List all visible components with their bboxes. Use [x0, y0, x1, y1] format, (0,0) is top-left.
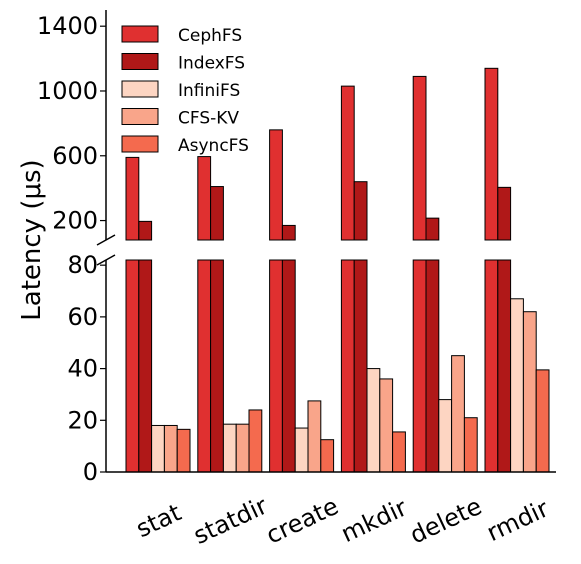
bar-infinifs-create	[294, 427, 309, 473]
legend-label-cfs-kv: CFS-KV	[178, 109, 239, 129]
legend-swatch-indexfs	[121, 53, 159, 70]
bar-cephfs-delete	[412, 259, 427, 473]
lower-y-tick-label: 20	[67, 406, 98, 434]
category-label-delete: delete	[406, 492, 486, 549]
bar-cfs-kv-stat	[163, 424, 178, 473]
category-label-statdir: statdir	[189, 492, 271, 550]
category-label-create: create	[262, 492, 343, 550]
legend-label-indexfs: IndexFS	[178, 54, 245, 74]
bar-cfs-kv-create	[307, 400, 322, 473]
bar-cephfs-statdir	[197, 259, 212, 473]
legend-label-infinifs: InfiniFS	[178, 81, 240, 101]
bar-indexfs-delete-upper	[425, 217, 440, 241]
bar-infinifs-statdir	[222, 423, 237, 473]
legend-swatch-asyncfs	[121, 135, 159, 153]
bar-cfs-kv-delete	[451, 355, 465, 473]
axes-layer	[96, 10, 556, 473]
bar-indexfs-mkdir-upper	[353, 181, 368, 241]
bar-asyncfs-stat	[176, 428, 191, 473]
lower-y-tick-label: 60	[67, 303, 98, 331]
category-label-stat: stat	[132, 498, 186, 543]
bar-cephfs-rmdir-upper	[484, 67, 499, 241]
bar-cephfs-mkdir-upper	[340, 85, 355, 241]
bar-cephfs-delete-upper	[412, 75, 427, 241]
legend-swatch-cephfs	[121, 25, 159, 43]
bar-cephfs-statdir-upper	[197, 156, 212, 241]
legend-swatch-cfs-kv	[121, 108, 159, 125]
bar-indexfs-create-upper	[281, 224, 296, 241]
bar-asyncfs-delete	[463, 417, 478, 473]
bar-cephfs-create	[269, 259, 283, 473]
bar-cephfs-rmdir	[484, 259, 499, 473]
upper-y-tick-label: 600	[52, 142, 98, 170]
bar-cephfs-stat-upper	[125, 156, 140, 241]
bar-indexfs-statdir	[210, 259, 224, 473]
ticks-layer: 200 600 1000 1400 0 20 40 60 80	[37, 12, 106, 486]
bars-layer	[125, 67, 550, 473]
category-label-mkdir: mkdir	[337, 493, 412, 548]
legend: CephFS IndexFS InfiniFS CFS-KV AsyncFS	[121, 25, 249, 156]
upper-y-tick-label: 200	[52, 207, 98, 235]
bar-cfs-kv-statdir	[235, 423, 250, 473]
lower-y-tick-label: 40	[67, 355, 98, 383]
bar-asyncfs-mkdir	[392, 431, 406, 473]
bar-cephfs-create-upper	[269, 129, 283, 241]
bar-cephfs-stat	[125, 259, 140, 473]
bar-infinifs-stat	[151, 424, 165, 473]
bar-indexfs-stat-upper	[138, 220, 153, 241]
legend-label-asyncfs: AsyncFS	[178, 136, 249, 156]
bar-asyncfs-rmdir	[535, 369, 550, 473]
bar-indexfs-delete	[425, 259, 440, 473]
lower-y-tick-label: 80	[67, 251, 98, 279]
bar-indexfs-rmdir	[497, 259, 512, 473]
bar-indexfs-rmdir-upper	[497, 186, 512, 241]
upper-y-tick-label: 1000	[37, 77, 98, 105]
legend-label-cephfs: CephFS	[178, 26, 242, 46]
axis-break-mark-lower	[96, 254, 116, 266]
bar-cfs-kv-rmdir	[522, 311, 537, 473]
axis-break-mark-upper	[96, 234, 116, 246]
bar-cfs-kv-mkdir	[379, 378, 394, 473]
bar-indexfs-statdir-upper	[210, 186, 224, 241]
bar-indexfs-create	[281, 259, 296, 473]
bar-asyncfs-statdir	[248, 409, 263, 473]
legend-swatch-infinifs	[121, 80, 159, 98]
bar-infinifs-mkdir	[366, 368, 381, 473]
bar-infinifs-delete	[438, 399, 453, 473]
category-label-rmdir: rmdir	[482, 494, 552, 547]
lower-y-tick-label: 0	[83, 458, 98, 486]
upper-y-tick-label: 1400	[37, 12, 98, 40]
bar-indexfs-stat	[138, 259, 153, 473]
bar-infinifs-rmdir	[510, 298, 524, 473]
bar-asyncfs-create	[320, 439, 335, 473]
y-axis-title: Latency (μs)	[17, 159, 47, 320]
bar-cephfs-mkdir	[340, 259, 355, 473]
bar-indexfs-mkdir	[353, 259, 368, 473]
